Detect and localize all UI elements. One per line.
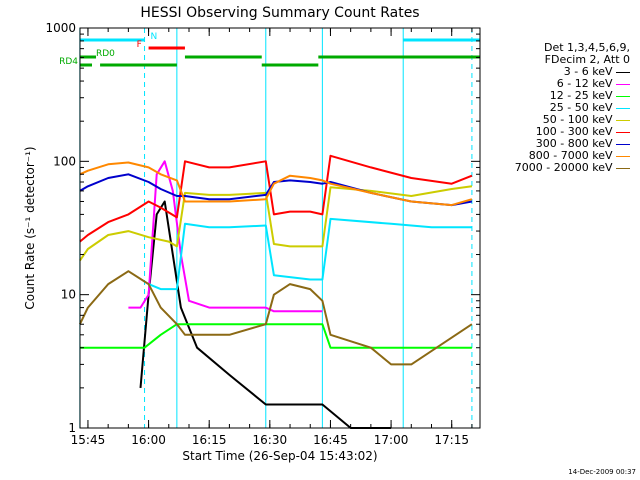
legend-entry-label: 12 - 25 keV [549, 89, 616, 102]
x-tick-label-0: 15:45 [71, 433, 106, 447]
series-line-4 [79, 185, 473, 262]
legend-entry-6: 300 - 800 keV [480, 138, 630, 150]
legend-entry-label: 100 - 300 keV [535, 125, 616, 138]
series-line-8 [78, 270, 473, 366]
series-line-3 [148, 217, 472, 291]
flag-label-f: F [137, 40, 142, 50]
x-tick-label-2: 16:15 [192, 433, 227, 447]
legend-entry-4: 50 - 100 keV [480, 114, 630, 126]
legend-swatch [616, 83, 630, 85]
x-tick-label-5: 17:00 [374, 433, 409, 447]
series-line-7 [79, 161, 473, 207]
flag-label-rd4: RD4 [59, 57, 78, 67]
legend-swatch [616, 95, 630, 97]
legend-swatch [616, 143, 630, 145]
legend-entry-7: 800 - 7000 keV [480, 150, 630, 162]
legend-entry-label: 25 - 50 keV [549, 101, 616, 114]
legend-swatch [616, 167, 630, 169]
legend-entry-1: 6 - 12 keV [480, 78, 630, 90]
legend-entry-label: 50 - 100 keV [542, 113, 616, 126]
legend-entry-label: 3 - 6 keV [563, 65, 616, 78]
legend-swatch [616, 155, 630, 157]
series-line-0 [139, 200, 392, 429]
footer-timestamp: 14-Dec-2009 00:37 [568, 468, 636, 476]
y-tick-label-2: 100 [53, 154, 76, 168]
legend-swatch [616, 131, 630, 133]
x-tick-label-4: 16:45 [313, 433, 348, 447]
y-tick-label-1: 10 [61, 288, 76, 302]
x-tick-label-3: 16:30 [253, 433, 288, 447]
series-line-5 [79, 154, 473, 243]
flag-label-rd0: RD0 [96, 49, 115, 59]
legend-entry-label: 7000 - 20000 keV [514, 161, 616, 174]
legend-swatch [616, 71, 630, 73]
series-line-2 [79, 323, 472, 349]
x-tick-label-6: 17:15 [434, 433, 469, 447]
legend-entry-5: 100 - 300 keV [480, 126, 630, 138]
y-axis-label: Count Rate (s⁻¹ detector⁻¹) [23, 146, 37, 309]
legend-entry-label: 6 - 12 keV [556, 77, 616, 90]
flag-label-n: N [151, 32, 158, 42]
legend-entry-3: 25 - 50 keV [480, 102, 630, 114]
legend-header-0: Det 1,3,4,5,6,9, [543, 41, 630, 54]
legend-header-1: FDecim 2, Att 0 [544, 53, 630, 66]
plot-frame [79, 27, 481, 429]
x-axis-label: Start Time (26-Sep-04 15:43:02) [182, 449, 377, 463]
chart-title: HESSI Observing Summary Count Rates [140, 5, 419, 21]
legend-entry-0: 3 - 6 keV [480, 66, 630, 78]
legend-swatch [616, 107, 630, 109]
y-tick-label-0: 1 [68, 421, 76, 435]
legend-swatch [616, 119, 630, 121]
legend-entry-label: 300 - 800 keV [535, 137, 616, 150]
y-tick-label-3: 1000 [45, 21, 76, 35]
x-tick-label-1: 16:00 [131, 433, 166, 447]
legend-entry-8: 7000 - 20000 keV [480, 162, 630, 174]
legend-entry-2: 12 - 25 keV [480, 90, 630, 102]
legend-entry-label: 800 - 7000 keV [528, 149, 616, 162]
